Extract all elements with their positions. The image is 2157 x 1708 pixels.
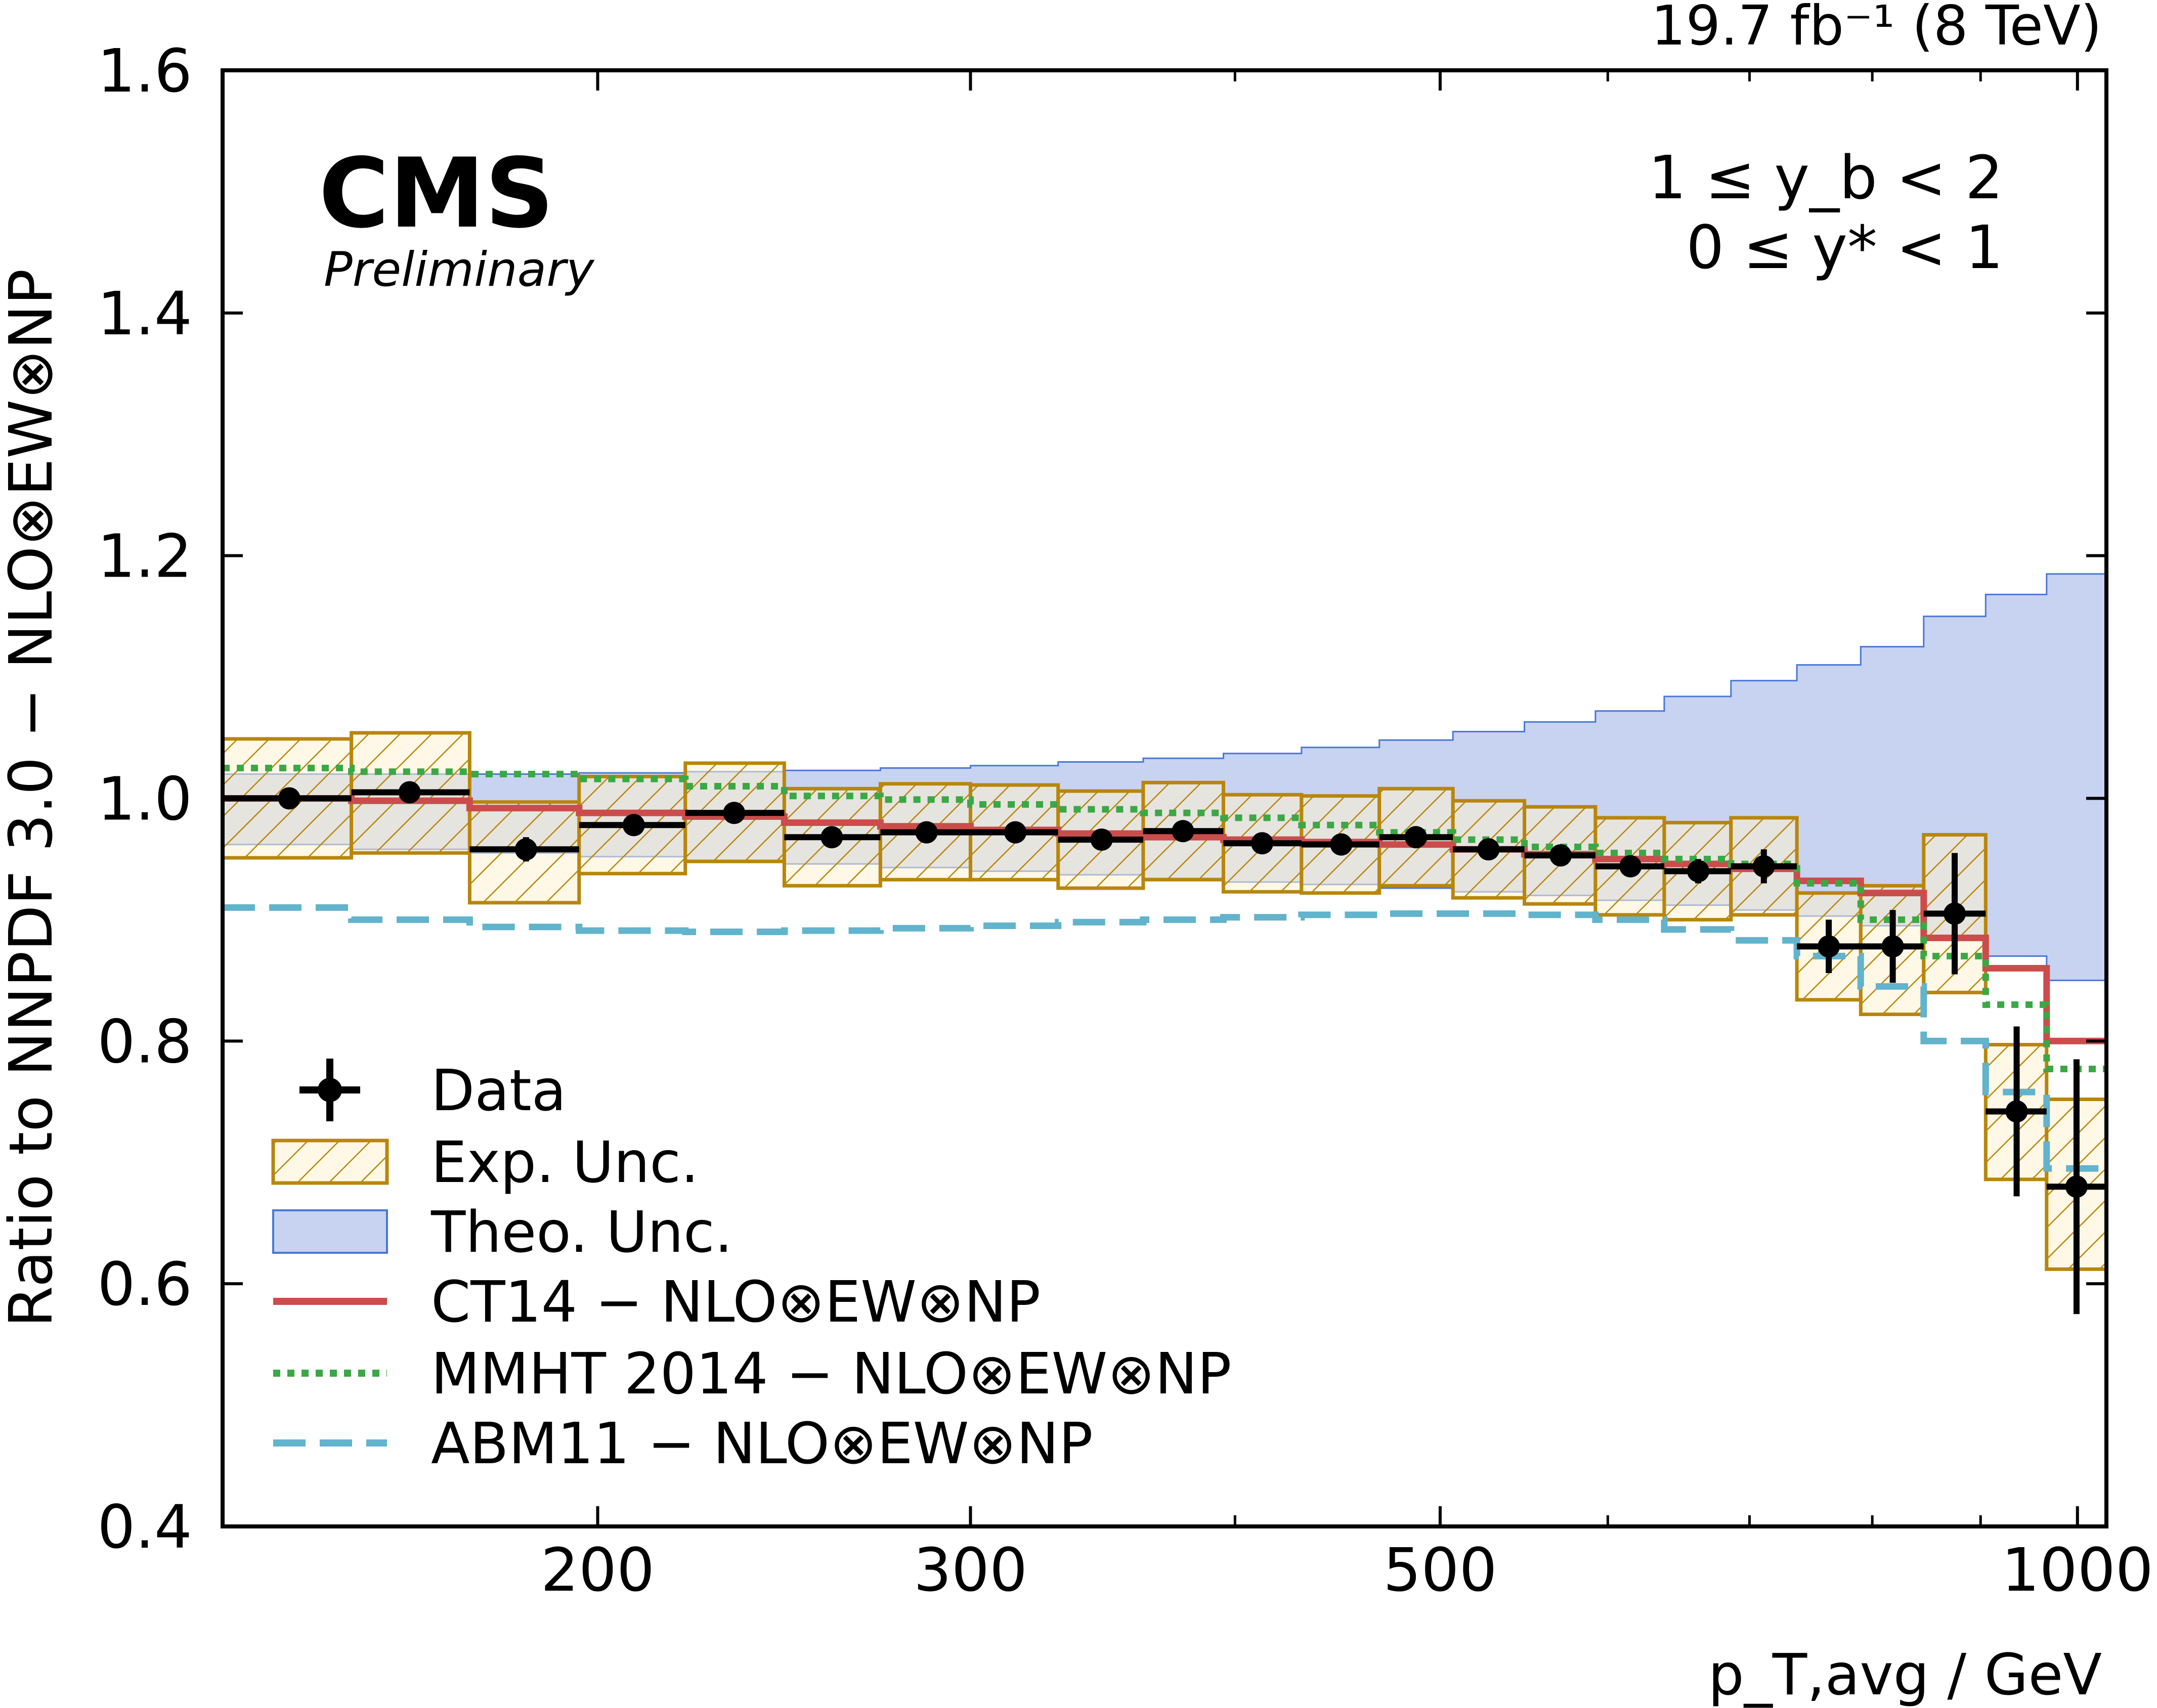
y-tick-label: 0.8 (97, 1006, 192, 1076)
legend-mmht2014: MMHT 2014 − NLO⊗EW⊗NP (273, 1341, 1231, 1407)
legend-data-marker (318, 1078, 342, 1102)
legend-exp-swatch (271, 1138, 389, 1185)
data-point (1797, 919, 1861, 973)
data-point (1731, 849, 1797, 884)
data-point-marker (1687, 860, 1710, 883)
data-point-marker (1172, 820, 1194, 843)
legend-label: MMHT 2014 − NLO⊗EW⊗NP (431, 1341, 1231, 1407)
luminosity-label: 19.7 fb⁻¹ (8 TeV) (1651, 0, 2102, 58)
legend-label: Exp. Unc. (431, 1130, 699, 1196)
data-point-marker (514, 838, 537, 861)
y-tick-label: 0.4 (97, 1492, 192, 1562)
y-tick-label: 1.0 (97, 764, 192, 834)
axis-ticks (223, 69, 2106, 1528)
data-point (1379, 826, 1453, 849)
legend-data: Data (299, 1058, 566, 1124)
mmht2014-line (223, 765, 2106, 1072)
legend-theo-swatch (272, 1209, 388, 1254)
y-tick-label: 1.4 (97, 279, 192, 348)
data-point (784, 826, 881, 849)
data-point-marker (1330, 833, 1353, 856)
data-point-marker (1004, 821, 1027, 844)
data-point-marker (278, 787, 300, 810)
data-point (1524, 844, 1595, 867)
data-point-marker (1090, 828, 1113, 851)
y-tick-label: 1.2 (97, 521, 192, 591)
axis-tick-labels: 200 300 500 1000 0.4 0.6 0.8 1.0 1.2 1.4 1.6 (97, 36, 2153, 1605)
y-axis-title: Ratio to NNPDF 3.0 − NLO⊗EW⊗NP (0, 269, 66, 1327)
data-point (1143, 820, 1224, 843)
data-point (1861, 910, 1924, 983)
data-point (1453, 838, 1525, 861)
plot-area (223, 573, 2106, 1315)
data-point-marker (398, 781, 421, 804)
legend-label: Data (431, 1058, 566, 1124)
data-point-marker (1818, 935, 1840, 958)
data-point (1664, 859, 1731, 884)
data-point-marker (1752, 855, 1775, 878)
legend-abm11: ABM11 − NLO⊗EW⊗NP (273, 1411, 1093, 1477)
y-tick-label: 1.6 (97, 36, 192, 106)
data-point-marker (1405, 826, 1428, 849)
data-point-marker (1944, 902, 1966, 925)
data-point (469, 837, 579, 862)
legend-exp-unc: Exp. Unc. (271, 1130, 699, 1196)
data-point (1923, 853, 1986, 975)
data-point (1986, 1026, 2047, 1197)
data-point-marker (622, 814, 645, 837)
data-point (970, 821, 1058, 844)
data-point (351, 781, 470, 804)
data-point-marker (2005, 1100, 2028, 1123)
data-point (223, 787, 352, 810)
legend-label: ABM11 − NLO⊗EW⊗NP (431, 1411, 1093, 1477)
legend-label: CT14 − NLO⊗EW⊗NP (431, 1269, 1041, 1335)
data-point (685, 802, 785, 824)
data-point-marker (723, 802, 746, 824)
data-point (880, 821, 971, 844)
data-point-marker (821, 826, 843, 849)
x-tick-label: 200 (541, 1535, 655, 1605)
y-tick-label: 0.6 (97, 1249, 192, 1319)
data-point (1301, 833, 1379, 856)
data-point-marker (915, 821, 938, 844)
cms-label: CMS (319, 138, 554, 249)
data-point (1595, 855, 1664, 878)
data-point (2046, 1059, 2106, 1315)
x-tick-label: 300 (914, 1535, 1027, 1605)
data-point-marker (1251, 832, 1274, 855)
x-tick-label: 1000 (2002, 1535, 2153, 1605)
preliminary-label: Preliminary (324, 242, 595, 297)
data-point (1058, 828, 1143, 851)
data-point-marker (1881, 935, 1904, 958)
region-label-1: 1 ≤ y_b < 2 (1648, 143, 2003, 212)
x-axis-title: p_T,avg / GeV (1708, 1642, 2102, 1708)
data-point-marker (1619, 855, 1642, 878)
data-point-marker (2065, 1175, 2088, 1198)
data-point (1223, 832, 1302, 855)
legend-ct14: CT14 − NLO⊗EW⊗NP (273, 1269, 1041, 1335)
data-point-marker (1477, 838, 1500, 861)
data-point-marker (1549, 844, 1572, 867)
legend-theo-unc: Theo. Unc. (272, 1200, 732, 1265)
legend-label: Theo. Unc. (430, 1200, 732, 1265)
x-tick-label: 500 (1383, 1535, 1497, 1605)
data-point (579, 814, 685, 837)
abm11-line (223, 904, 2106, 1172)
data-points (223, 781, 2106, 1315)
region-label-2: 0 ≤ y* < 1 (1686, 212, 2003, 282)
